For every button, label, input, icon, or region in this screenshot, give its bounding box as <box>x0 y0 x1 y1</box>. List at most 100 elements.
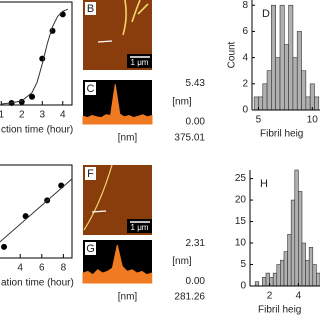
x-tick-label: 6 <box>39 263 45 274</box>
x-tick-label: 10 <box>307 115 319 126</box>
x-tick-label: 1 <box>0 110 4 121</box>
height-profile <box>82 244 153 284</box>
hist-bar <box>294 169 299 287</box>
y-tick-label: 5 <box>240 259 246 270</box>
y-tick-label: 0.00 <box>186 117 206 128</box>
hist-bar <box>301 242 306 287</box>
hist-bar <box>316 272 320 287</box>
x-axis-label: Fibril heig <box>258 305 301 316</box>
hist-bar <box>298 191 303 287</box>
hist-bar <box>290 199 296 287</box>
fibril <box>83 164 113 231</box>
x-tick-label: 2 <box>267 291 273 302</box>
hist-bar <box>283 251 288 287</box>
hist-bar <box>269 277 274 287</box>
x-tick-label: 4 <box>17 263 23 274</box>
hist-bar <box>301 70 307 111</box>
panel-label: C <box>87 83 95 95</box>
y-tick-label: 10 <box>235 238 247 249</box>
panel-label: F <box>87 168 94 180</box>
label-box <box>85 167 96 180</box>
y-tick-label: 6 <box>242 26 248 37</box>
hist-bar <box>254 281 260 287</box>
y-tick-label: 4 <box>242 52 248 63</box>
y-tick-label: 5.43 <box>186 78 206 89</box>
label-box <box>85 2 96 15</box>
x-axis-label: Fibril heig <box>260 129 303 140</box>
hist-bar <box>296 31 302 111</box>
y-axis-label: [nm] <box>172 97 192 108</box>
x-tick-label: 375.01 <box>174 133 205 144</box>
label-box <box>85 82 96 95</box>
y-tick-label: 8 <box>242 0 248 11</box>
hist-bar <box>284 44 289 111</box>
hist-bar <box>265 272 270 287</box>
height-profile <box>82 84 153 125</box>
hist-bar <box>275 57 281 111</box>
x-tick-label: 8 <box>61 263 67 274</box>
x-tick-label: 4 <box>60 110 66 121</box>
data-point <box>59 11 66 18</box>
hist-bar <box>253 96 259 111</box>
plot-frame <box>0 1 73 106</box>
hist-bar <box>280 259 285 287</box>
x-tick-label: 2 <box>19 110 25 121</box>
y-axis-label: Count <box>227 41 238 68</box>
panel-label: B <box>87 3 94 15</box>
x-axis-label: ation time (hour) <box>1 278 74 289</box>
afm-image: 1 μm B <box>83 0 152 70</box>
data-point <box>18 98 25 105</box>
y-tick-label: 25 <box>235 173 247 184</box>
data-point <box>29 93 36 100</box>
x-axis-label: [nm] <box>118 133 138 144</box>
y-tick-label: 0 <box>242 105 248 116</box>
y-tick-label: 2.31 <box>186 238 206 249</box>
panel-label: H <box>260 178 268 190</box>
hist-bar <box>258 96 264 111</box>
hist-bar <box>266 70 272 111</box>
x-axis-label: [nm] <box>118 292 138 303</box>
hist-bar <box>288 4 294 111</box>
fibril <box>122 0 149 36</box>
data-point <box>58 182 65 189</box>
panel-label: G <box>86 243 95 255</box>
y-tick-label: 2 <box>242 78 248 89</box>
hist-bar <box>271 4 276 111</box>
panel-label: D <box>262 8 270 20</box>
hist-bar <box>262 277 267 287</box>
y-axis-label: [nm] <box>172 256 192 267</box>
y-tick-label: 20 <box>235 195 247 206</box>
hist-bar <box>314 96 320 111</box>
x-axis-label: ction time (hour) <box>1 125 73 136</box>
profile-marker <box>91 210 107 213</box>
data-point <box>1 243 8 250</box>
hist-bar <box>279 4 285 111</box>
x-tick-label: 4 <box>296 291 302 302</box>
scale-label: 1 μm <box>131 223 149 232</box>
hist-bar <box>262 83 268 111</box>
x-tick-label: 5 <box>256 115 262 126</box>
hist-bar <box>308 247 314 287</box>
x-tick-label: 3 <box>39 110 45 121</box>
scale-label: 1 μm <box>131 58 149 67</box>
hist-bar <box>272 272 278 287</box>
y-tick-label: 15 <box>235 216 247 227</box>
fit-line <box>1 8 69 105</box>
x-tick-label: 281.26 <box>174 292 205 303</box>
y-tick-label: 0.00 <box>186 276 206 287</box>
hist-bar <box>305 259 310 287</box>
hist-bar <box>287 234 292 287</box>
label-box <box>85 242 96 255</box>
plot-frame <box>0 164 73 259</box>
y-tick-label: 0 <box>240 281 246 292</box>
profile-marker <box>97 40 113 43</box>
hist-bar <box>305 96 311 111</box>
hist-bar <box>309 83 315 111</box>
hist-bar <box>292 57 298 111</box>
hist-bar <box>276 264 281 287</box>
afm-image: 1 μm F <box>83 164 152 235</box>
fit-line <box>0 178 73 243</box>
hist-bar <box>312 264 317 287</box>
